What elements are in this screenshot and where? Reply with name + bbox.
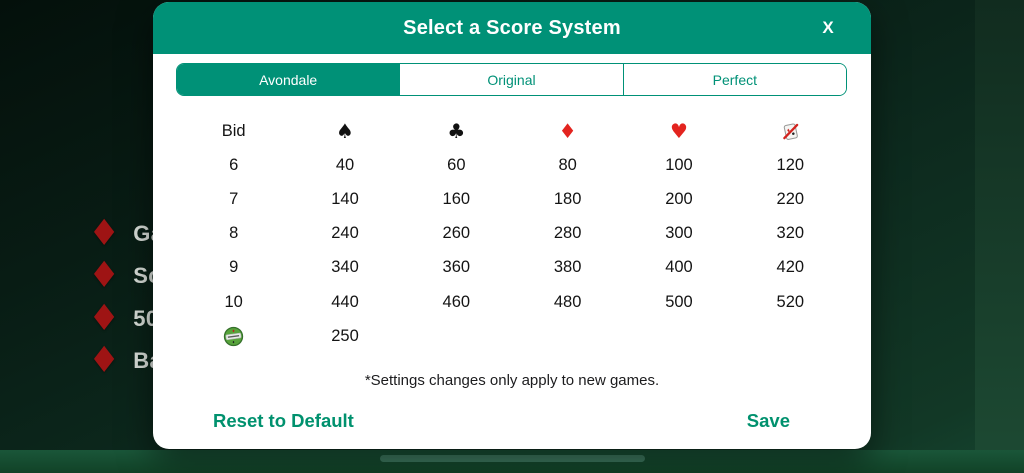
settings-note: *Settings changes only apply to new game… <box>364 372 660 389</box>
score-cell: 320 <box>776 224 805 243</box>
background-menu-item: ♦ Ga <box>88 212 163 256</box>
score-cell: 300 <box>665 224 693 243</box>
score-system-tabs: Avondale Original Perfect <box>176 63 847 96</box>
score-cell: 460 <box>442 292 471 311</box>
score-cell: 520 <box>776 292 805 311</box>
background-menu-item: ♦ Ba <box>88 339 162 383</box>
tab-original[interactable]: Original <box>399 64 623 95</box>
score-cell: 260 <box>442 224 471 243</box>
score-cell: 40 <box>335 155 355 174</box>
score-cell: 250 <box>331 326 359 345</box>
score-cell: 380 <box>553 258 582 277</box>
bid-cell: 6 <box>229 155 239 174</box>
diamonds-icon: ♦ <box>558 119 577 144</box>
score-table: Bid ♠ ♣ ♦ ♥ 6 <box>178 114 846 353</box>
tab-avondale[interactable]: Avondale <box>177 64 400 95</box>
no-trumps-icon <box>735 121 846 142</box>
misere-icon <box>178 326 289 347</box>
score-cell: 340 <box>331 258 359 277</box>
score-cell: 240 <box>331 224 359 243</box>
diamond-bullet-icon: ♦ <box>88 298 121 339</box>
background-menu-item: ♦ Sc <box>88 254 161 298</box>
score-cell: 60 <box>447 155 466 174</box>
spades-icon: ♠ <box>336 119 354 144</box>
score-cell: 140 <box>331 189 359 208</box>
home-indicator[interactable] <box>380 455 645 462</box>
table-row: 10 440 460 480 500 520 <box>178 285 846 319</box>
bid-cell: 8 <box>229 224 239 243</box>
bid-cell: 10 <box>224 292 243 311</box>
background-menu-item: ♦ 50 <box>88 297 158 341</box>
score-cell: 180 <box>553 189 582 208</box>
score-cell: 100 <box>665 155 693 174</box>
table-row: 9 340 360 380 400 420 <box>178 251 846 285</box>
diamond-bullet-icon: ♦ <box>88 340 121 381</box>
score-cell: 400 <box>665 258 693 277</box>
hearts-icon: ♥ <box>670 119 688 144</box>
dialog-header: Select a Score System X <box>153 2 871 54</box>
score-cell: 120 <box>776 155 805 174</box>
save-button[interactable]: Save <box>746 410 790 431</box>
clubs-icon: ♣ <box>447 119 466 144</box>
score-cell: 480 <box>553 292 582 311</box>
score-cell: 280 <box>553 224 582 243</box>
background-right-panel <box>975 0 1024 473</box>
score-cell: 360 <box>442 258 471 277</box>
table-row: 8 240 260 280 300 320 <box>178 217 846 251</box>
tab-perfect[interactable]: Perfect <box>622 64 846 95</box>
score-cell: 440 <box>331 292 359 311</box>
score-cell: 200 <box>665 189 693 208</box>
close-button[interactable]: X <box>811 2 845 54</box>
table-row-misere: 250 <box>178 319 846 353</box>
bid-cell: 9 <box>229 258 239 277</box>
diamond-bullet-icon: ♦ <box>88 213 121 254</box>
table-row: 6 40 60 80 100 120 <box>178 148 846 182</box>
table-header-row: Bid ♠ ♣ ♦ ♥ <box>178 114 846 148</box>
score-cell: 160 <box>442 189 471 208</box>
score-cell: 80 <box>558 155 577 174</box>
table-row: 7 140 160 180 200 220 <box>178 182 846 216</box>
score-cell: 420 <box>776 258 805 277</box>
diamond-bullet-icon: ♦ <box>88 255 121 296</box>
dialog-title: Select a Score System <box>403 16 621 39</box>
reset-to-default-button[interactable]: Reset to Default <box>213 410 354 431</box>
score-cell: 500 <box>665 292 693 311</box>
score-system-dialog: Select a Score System X Avondale Origina… <box>153 2 871 449</box>
score-cell: 220 <box>776 189 805 208</box>
bid-column-header: Bid <box>221 121 246 140</box>
bid-cell: 7 <box>229 189 239 208</box>
